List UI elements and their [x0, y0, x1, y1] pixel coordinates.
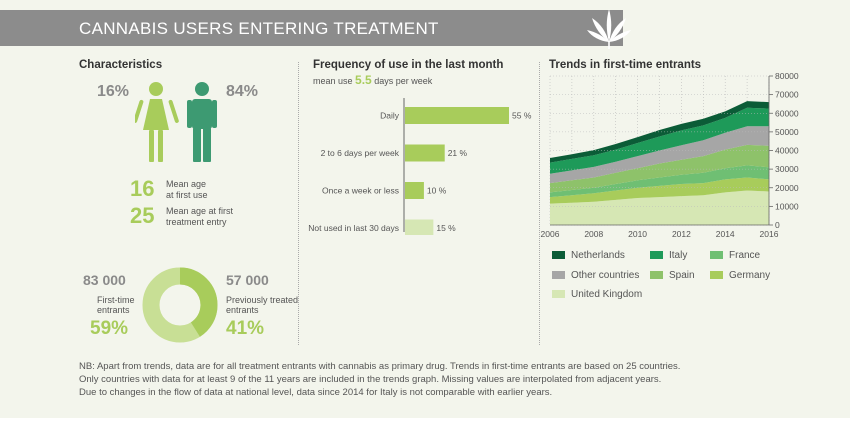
- frequency-subtitle: mean use 5.5 days per week: [313, 73, 432, 87]
- mean-use-prefix: mean use: [313, 76, 353, 86]
- previously-treated-label-1: Previously treated: [226, 295, 299, 305]
- frequency-value-label: 21 %: [448, 148, 468, 158]
- first-time-count: 83 000: [83, 272, 126, 288]
- trend-y-tick-label: 20000: [775, 183, 799, 193]
- frequency-bar: [405, 219, 434, 235]
- trends-title: Trends in first-time entrants: [549, 59, 702, 71]
- female-icon: [135, 82, 179, 162]
- trend-area-series: [550, 144, 769, 193]
- divider-left: [298, 62, 299, 345]
- legend-swatch: [710, 271, 723, 279]
- legend-label: France: [729, 250, 761, 261]
- legend-label: Italy: [669, 250, 687, 261]
- trend-x-tick-label: 2012: [672, 229, 691, 239]
- trend-area-series: [550, 190, 769, 225]
- legend-swatch: [552, 290, 565, 298]
- first-time-label-2: entrants: [97, 305, 130, 315]
- note-line-2: Only countries with data for at least 9 …: [79, 374, 662, 385]
- trend-x-tick-label: 2006: [541, 229, 560, 239]
- legend-label: Germany: [729, 270, 770, 281]
- mean-age-first-use-label-1: Mean age: [166, 179, 207, 189]
- mean-age-first-use-label-2: at first use: [166, 190, 208, 200]
- mean-use-suffix: days per week: [374, 76, 433, 86]
- trend-y-tick-label: 50000: [775, 127, 799, 137]
- trend-area-series: [550, 165, 769, 198]
- legend-swatch: [552, 271, 565, 279]
- trend-y-tick-label: 60000: [775, 108, 799, 118]
- trends-area-chart: 0 10000 20000 30000 40000 50000 60000 70000 8000…: [541, 71, 799, 300]
- trend-area-series: [550, 177, 769, 204]
- frequency-bar-chart: Daily 55 % 2 to 6 days per week 21 % Once a …: [308, 98, 532, 235]
- legend-label: Netherlands: [571, 250, 625, 261]
- frequency-title: Frequency of use in the last month: [313, 59, 504, 71]
- entrants-donut-chart: [142, 267, 218, 343]
- trend-x-tick-label: 2008: [584, 229, 603, 239]
- cannabis-leaf-icon: [587, 9, 631, 49]
- frequency-category-label: Once a week or less: [322, 186, 399, 196]
- legend-swatch: [710, 251, 723, 259]
- legend-swatch: [650, 271, 663, 279]
- trend-y-tick-label: 0: [775, 220, 780, 230]
- frequency-bar: [405, 107, 509, 124]
- divider-right: [539, 62, 540, 345]
- mean-age-treatment-value: 25: [130, 203, 155, 228]
- frequency-value-label: 15 %: [436, 223, 456, 233]
- first-time-percentage: 59%: [90, 318, 129, 339]
- legend-label: United Kingdom: [571, 289, 642, 300]
- gender-icons: [135, 82, 217, 162]
- legend-swatch: [552, 251, 565, 259]
- characteristics-title: Characteristics: [79, 59, 163, 71]
- frequency-category-label: 2 to 6 days per week: [321, 148, 400, 158]
- frequency-category-label: Daily: [380, 111, 400, 121]
- trend-area-series: [550, 101, 769, 163]
- trend-x-tick-label: 2010: [628, 229, 647, 239]
- header-bar: [0, 10, 623, 46]
- trend-area-series: [550, 107, 769, 174]
- male-percentage: 84%: [226, 83, 259, 100]
- trend-y-tick-label: 80000: [775, 71, 799, 81]
- previously-treated-label-2: entrants: [226, 305, 259, 315]
- mean-age-treatment-label-1: Mean age at first: [166, 206, 234, 216]
- female-percentage: 16%: [97, 83, 130, 100]
- trend-y-tick-label: 70000: [775, 90, 799, 100]
- previously-treated-percentage: 41%: [226, 318, 265, 339]
- frequency-value-label: 10 %: [427, 186, 447, 196]
- first-time-label-1: First-time: [97, 295, 135, 305]
- frequency-bar: [405, 144, 445, 162]
- trend-y-tick-label: 10000: [775, 201, 799, 211]
- legend-label: Other countries: [571, 270, 639, 281]
- male-icon: [187, 82, 217, 162]
- mean-age-treatment-label-2: treatment entry: [166, 217, 227, 227]
- page-title: CANNABIS USERS ENTERING TREATMENT: [79, 19, 439, 38]
- note-line-3: Due to changes in the flow of data at na…: [79, 387, 553, 398]
- trend-y-tick-label: 40000: [775, 146, 799, 156]
- legend-swatch: [650, 251, 663, 259]
- trend-y-tick-label: 30000: [775, 164, 799, 174]
- trend-x-tick-label: 2016: [760, 229, 779, 239]
- frequency-category-label: Not used in last 30 days: [308, 223, 399, 233]
- previously-treated-count: 57 000: [226, 272, 269, 288]
- trend-x-tick-label: 2014: [716, 229, 735, 239]
- mean-age-first-use-value: 16: [130, 176, 155, 201]
- note-line-1: NB: Apart from trends, data are for all …: [79, 361, 681, 372]
- mean-use-value: 5.5: [355, 73, 372, 87]
- donut-previously-treated-segment: [142, 267, 218, 343]
- frequency-value-label: 55 %: [512, 111, 532, 121]
- legend-label: Spain: [669, 270, 695, 281]
- frequency-bar: [405, 182, 424, 199]
